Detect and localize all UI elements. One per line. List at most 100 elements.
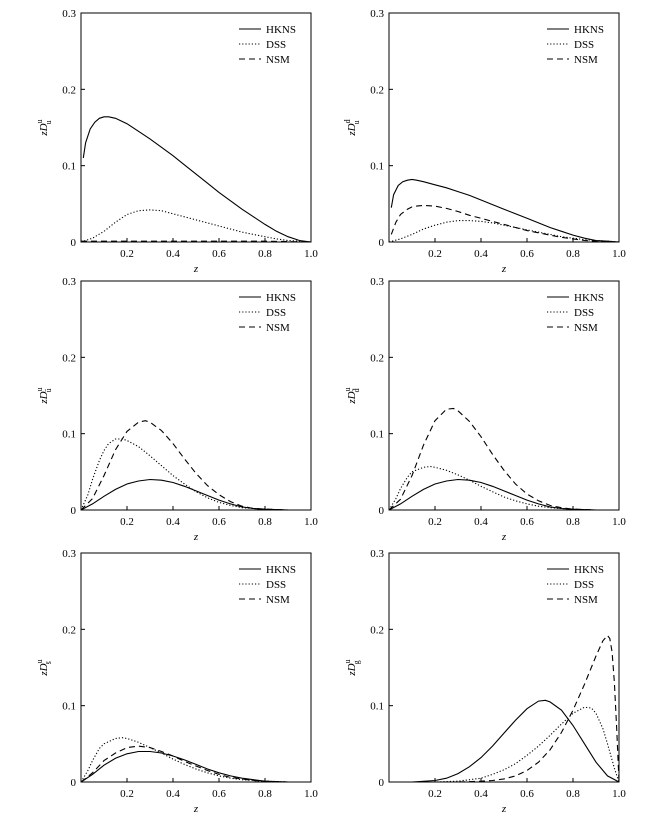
y-tick-label: 0.3 [370, 548, 384, 560]
x-tick-label: 1.0 [612, 516, 626, 528]
y-tick-label: 0 [379, 237, 385, 249]
x-tick-label: 0.6 [520, 248, 534, 260]
x-tick-label: 0.8 [566, 248, 580, 260]
x-tick-label: 0.8 [258, 248, 272, 260]
chart-panel-4: 0 0.1 0.2 0.3 0.2 0.4 0.6 0.8 1.0 z zDud̄ HKNS DSS NS… [343, 276, 626, 543]
series-line-hkns [390, 178, 620, 243]
x-tick-label: 0.8 [566, 516, 580, 528]
series-line-nsm [390, 204, 619, 243]
series-line-dss [80, 438, 311, 511]
y-tick-label: 0.1 [370, 701, 384, 713]
x-tick-label: 0.8 [258, 788, 272, 800]
legend-label-hkns: HKNS [574, 564, 604, 576]
chart-panel-5: 0 0.1 0.2 0.3 0.2 0.4 0.6 0.8 1.0 z zDus̄ HKNS DSS NS… [35, 548, 318, 815]
chart-panel-1: 0 0.1 0.2 0.3 0.2 0.4 0.6 0.8 1.0 z zDuu HKNS DSS NSM [35, 8, 318, 275]
x-tick-label: 1.0 [304, 788, 318, 800]
series-line-hkns [389, 699, 620, 783]
plot-frame [388, 12, 620, 243]
legend-label-dss: DSS [574, 39, 594, 51]
legend-label-hkns: HKNS [266, 564, 296, 576]
legend-label-hkns: HKNS [574, 292, 604, 304]
y-tick-label: 0.3 [62, 548, 76, 560]
x-tick-label: 0.2 [428, 248, 442, 260]
y-tick-label: 0.2 [370, 352, 384, 364]
plot-frame [80, 552, 312, 783]
x-tick-label: 1.0 [612, 248, 626, 260]
legend-label-dss: DSS [574, 579, 594, 591]
x-tick-label: 0.6 [212, 516, 226, 528]
series-line-hkns [388, 478, 619, 511]
series-line-dss [389, 706, 620, 783]
y-tick-label: 0.2 [62, 624, 76, 636]
y-axis-label: zDud̄ [343, 387, 361, 404]
x-tick-label: 0.4 [474, 516, 488, 528]
x-tick-label: 0.4 [166, 788, 180, 800]
x-tick-label: 1.0 [612, 788, 626, 800]
legend-label-nsm: NSM [574, 322, 598, 334]
x-tick-label: 0.4 [474, 248, 488, 260]
series-line-dss [388, 220, 620, 243]
y-tick-label: 0.2 [370, 84, 384, 96]
y-tick-label: 0.1 [370, 161, 384, 173]
y-axis-label: zDuu [35, 119, 53, 136]
y-tick-label: 0.1 [62, 161, 76, 173]
legend-label-nsm: NSM [266, 594, 290, 606]
x-tick-label: 1.0 [304, 248, 318, 260]
y-axis-label: zDus̄ [35, 659, 53, 676]
x-tick-label: 0.2 [428, 516, 442, 528]
x-tick-label: 0.2 [120, 788, 134, 800]
y-axis-label: zDuū [35, 387, 53, 404]
series-line-hkns [82, 116, 312, 243]
series-line-dss [80, 209, 312, 243]
x-tick-label: 0.2 [428, 788, 442, 800]
y-tick-label: 0.3 [62, 8, 76, 20]
chart-panel-2: 0 0.1 0.2 0.3 0.2 0.4 0.6 0.8 1.0 z zDdu HKNS DSS NSM [343, 8, 626, 275]
legend-label-hkns: HKNS [574, 24, 604, 36]
series-line-dss [80, 737, 311, 783]
series-line-nsm [81, 240, 312, 243]
x-tick-label: 1.0 [304, 516, 318, 528]
chart-panel-3: 0 0.1 0.2 0.3 0.2 0.4 0.6 0.8 1.0 z zDuū HKNS DSS NSM [35, 276, 318, 543]
legend-label-nsm: NSM [266, 322, 290, 334]
legend-label-nsm: NSM [574, 594, 598, 606]
x-tick-label: 0.6 [520, 788, 534, 800]
y-tick-label: 0 [379, 505, 385, 517]
plot-frame [388, 552, 620, 783]
y-axis-label: zDdu [343, 119, 361, 136]
series-line-nsm [388, 407, 619, 511]
x-tick-label: 0.4 [166, 248, 180, 260]
x-tick-label: 0.6 [212, 788, 226, 800]
y-tick-label: 0.2 [62, 84, 76, 96]
y-tick-label: 0 [71, 777, 77, 789]
legend-label-hkns: HKNS [266, 24, 296, 36]
x-axis-label: z [501, 531, 507, 543]
x-tick-label: 0.8 [566, 788, 580, 800]
x-tick-label: 0.6 [520, 516, 534, 528]
legend-label-nsm: NSM [574, 54, 598, 66]
plot-frame [80, 12, 312, 243]
y-tick-label: 0.2 [370, 624, 384, 636]
x-tick-label: 0.2 [120, 516, 134, 528]
x-tick-label: 0.2 [120, 248, 134, 260]
series-line-dss [388, 465, 619, 511]
x-axis-label: z [501, 803, 507, 815]
series-line-hkns [80, 750, 311, 783]
legend-label-dss: DSS [266, 307, 286, 319]
plot-frame [388, 280, 620, 511]
y-tick-label: 0.1 [370, 429, 384, 441]
x-tick-label: 0.6 [212, 248, 226, 260]
x-axis-label: z [193, 531, 199, 543]
y-tick-label: 0.3 [62, 276, 76, 288]
legend-label-nsm: NSM [266, 54, 290, 66]
chart-panel-6: 0 0.1 0.2 0.3 0.2 0.4 0.6 0.8 1.0 z zDug HKNS DSS NSM [343, 548, 626, 815]
legend-label-dss: DSS [266, 39, 286, 51]
legend-label-dss: DSS [266, 579, 286, 591]
series-line-hkns [80, 478, 311, 511]
x-axis-label: z [193, 803, 199, 815]
legend-label-dss: DSS [574, 307, 594, 319]
y-tick-label: 0 [71, 237, 77, 249]
series-line-nsm [389, 634, 620, 783]
y-tick-label: 0.2 [62, 352, 76, 364]
series-line-nsm [80, 745, 311, 783]
